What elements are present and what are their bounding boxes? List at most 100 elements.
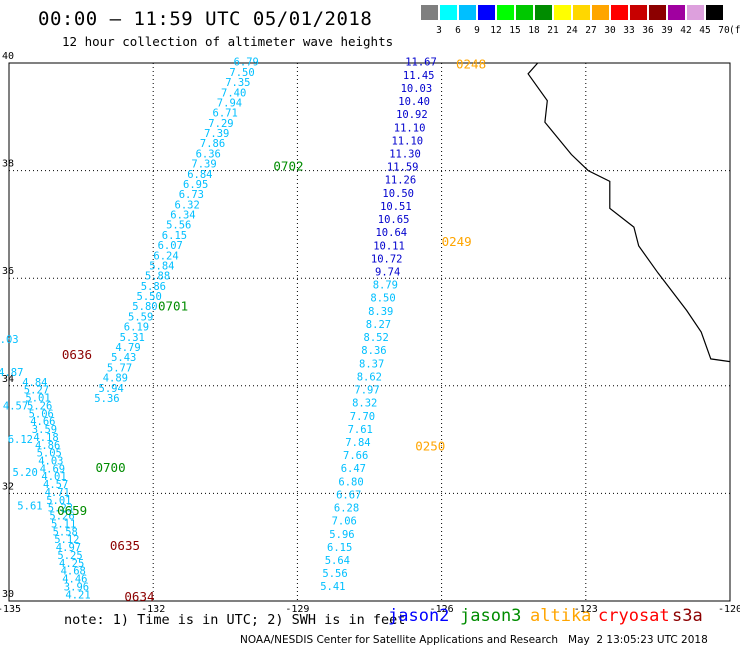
pass-time-label: 0659	[57, 503, 87, 518]
wave-height-value: 4.66	[30, 416, 55, 428]
wave-height-value: 4.97	[56, 542, 81, 554]
wave-height-value: 5.01	[25, 393, 50, 405]
wave-height-value: 7.39	[191, 159, 216, 171]
lat-tick-label: 40	[2, 51, 14, 62]
wave-height-value: 5.20	[13, 467, 38, 479]
wave-height-value: 11.10	[394, 122, 426, 134]
wave-height-value: 5.41	[320, 581, 345, 593]
wave-height-value: 4.25	[59, 558, 84, 570]
wave-height-value: 4.57	[3, 401, 28, 413]
wave-height-value: 9.74	[375, 267, 400, 279]
wave-height-value: 5.01	[46, 495, 71, 507]
wave-height-value: 8.52	[364, 332, 389, 344]
wave-height-value: 6.71	[213, 108, 238, 120]
wave-height-value: 4.69	[40, 463, 65, 475]
wave-height-value: 4.03	[38, 456, 63, 468]
map-frame	[8, 62, 731, 602]
wave-height-value: 11.26	[385, 175, 417, 187]
wave-height-value: 5.36	[94, 393, 119, 405]
wave-height-value: 10.64	[375, 227, 407, 239]
wave-height-value: 6.24	[153, 250, 178, 262]
wave-height-value: 4.57	[43, 479, 68, 491]
lat-tick-label: 38	[2, 159, 14, 170]
wave-height-value: 6.28	[334, 503, 359, 515]
scale-label: 30	[604, 25, 616, 36]
scale-unit: (ft)	[729, 25, 740, 36]
lat-tick-label: 34	[2, 374, 14, 385]
wave-height-value: 6.12	[8, 434, 33, 446]
wave-height-value: 6.36	[196, 148, 221, 160]
lat-tick-label: 30	[2, 589, 14, 600]
lon-tick-label: -126	[430, 604, 454, 615]
scale-swatch	[611, 5, 628, 20]
legend-s3a: s3a	[672, 606, 703, 626]
wave-height-value: 8.27	[366, 319, 391, 331]
wave-height-value: 6.84	[187, 169, 212, 181]
wave-height-value: 5.26	[49, 511, 74, 523]
wave-height-value: 4.03	[0, 334, 19, 346]
wave-height-value: 10.72	[371, 253, 403, 265]
wave-height-value: 8.39	[368, 306, 393, 318]
scale-swatch	[687, 5, 704, 20]
scale-label: 18	[528, 25, 540, 36]
wave-height-value: 5.84	[149, 261, 174, 273]
wave-height-value: 6.47	[341, 463, 366, 475]
wave-height-value: 7.61	[348, 424, 373, 436]
wave-height-value: 5.61	[17, 501, 42, 513]
scale-swatch	[516, 5, 533, 20]
wave-height-value: 5.86	[141, 281, 166, 293]
scale-swatch	[573, 5, 590, 20]
wave-height-value: 5.31	[120, 332, 145, 344]
footer-note: note: 1) Time is in UTC; 2) SWH is in fe…	[64, 612, 406, 628]
wave-height-value: 7.35	[225, 77, 250, 89]
pass-time-label: 0248	[456, 56, 486, 71]
scale-swatch	[440, 5, 457, 20]
lon-tick-label: -132	[141, 604, 165, 615]
wave-height-value: 6.32	[175, 199, 200, 211]
wave-height-value: 5.59	[128, 311, 153, 323]
wave-height-value: 7.97	[354, 385, 379, 397]
wave-height-value: 7.66	[343, 450, 368, 462]
wave-height-value: 5.11	[51, 519, 76, 531]
map-subtitle: 12 hour collection of altimeter wave hei…	[62, 34, 394, 49]
wave-height-value: 4.18	[33, 432, 58, 444]
wave-height-value: 11.10	[391, 135, 423, 147]
wave-height-value: 6.07	[158, 240, 183, 252]
scale-swatch	[706, 5, 723, 20]
wave-height-value: 6.79	[234, 57, 259, 69]
wave-height-value: 10.40	[398, 96, 430, 108]
lon-tick-label: -135	[0, 604, 21, 615]
wave-height-value: 7.29	[208, 118, 233, 130]
wave-height-value: 7.70	[350, 411, 375, 423]
footer-credit: NOAA/NESDIS Center for Satellite Applica…	[240, 634, 708, 646]
scale-swatch	[421, 5, 438, 20]
scale-label: 15	[509, 25, 521, 36]
wave-height-value: 5.64	[325, 555, 350, 567]
scale-swatch	[478, 5, 495, 20]
scale-label: 33	[623, 25, 635, 36]
pass-time-label: 0634	[124, 589, 154, 604]
wave-height-value: 10.65	[378, 214, 410, 226]
map-title: 00:00 – 11:59 UTC 05/01/2018	[38, 8, 373, 30]
wave-height-value: 7.06	[332, 516, 357, 528]
scale-label: 9	[474, 25, 480, 36]
scale-swatch	[497, 5, 514, 20]
scale-swatch	[592, 5, 609, 20]
wave-height-value: 5.27	[24, 385, 49, 397]
scale-label: 24	[566, 25, 578, 36]
wave-height-value: 11.67	[405, 57, 437, 69]
wave-height-value: 7.50	[229, 67, 254, 79]
wave-height-value: 5.23	[48, 503, 73, 515]
scale-swatch	[649, 5, 666, 20]
scale-label: 70	[718, 25, 730, 36]
wave-height-value: 6.73	[179, 189, 204, 201]
pass-time-label: 0636	[62, 347, 92, 362]
wave-height-value: 5.56	[166, 220, 191, 232]
wave-height-value: 4.01	[41, 471, 66, 483]
scale-swatch	[554, 5, 571, 20]
legend-jason2: jason2	[388, 606, 450, 626]
wave-height-value: 4.87	[0, 367, 23, 379]
pass-time-label: 0702	[273, 159, 303, 174]
lon-tick-label: -123	[574, 604, 598, 615]
